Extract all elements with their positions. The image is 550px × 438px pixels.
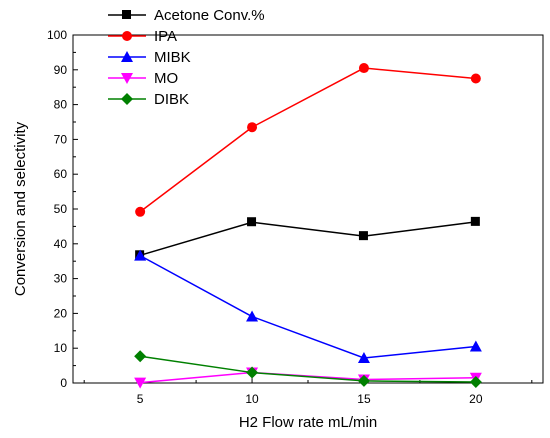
legend-marker [122,31,132,41]
data-point [469,375,482,388]
y-tick-label: 10 [54,341,68,355]
y-tick-label: 100 [47,28,67,42]
data-point [247,217,257,227]
legend-item: MO [108,70,178,87]
legend-item: Acetone Conv.% [108,7,265,24]
series-layer [134,63,482,389]
y-axis-title: Conversion and selectivity [12,121,29,296]
y-tick-label: 60 [54,167,68,181]
legend-marker [122,10,131,19]
y-tick-label: 70 [54,132,68,146]
data-point [246,366,259,379]
data-point [469,340,482,352]
legend-label: MO [154,70,178,87]
data-point [470,216,480,226]
legend-label: MIBK [154,49,191,66]
series-3 [134,367,482,389]
legend-item: DIBK [108,91,189,108]
y-tick-label: 50 [54,202,68,216]
series-line [139,67,476,213]
y-tick-label: 20 [54,306,68,320]
series-line [139,221,476,257]
legend-label: DIBK [154,91,189,108]
data-point [246,310,259,322]
x-tick-label: 5 [137,392,144,406]
y-tick-label: 40 [54,237,68,251]
data-point [358,231,368,241]
series-4 [134,350,482,388]
x-tick-label: 10 [245,392,259,406]
y-tick-label: 0 [60,376,67,390]
series-2 [134,249,482,363]
data-point [358,63,369,74]
legend-label: Acetone Conv.% [154,7,265,24]
data-point [357,351,370,363]
x-tick-label: 20 [469,392,483,406]
x-axis-title: H2 Flow rate mL/min [239,414,377,431]
legend-item: IPA [108,28,177,45]
legend-marker [121,93,133,105]
data-point [247,122,258,133]
data-point [134,377,147,389]
x-tick-label: 15 [357,392,371,406]
legend: Acetone Conv.% IPA MIBK MO DIBK [108,7,265,108]
series-1 [135,63,481,217]
axes: 0 10 20 30 40 50 60 70 80 90 100 5 10 15 20 [47,28,544,406]
legend-label: IPA [154,28,177,45]
y-tick-label: 30 [54,272,68,286]
data-point [134,350,147,363]
legend-marker [121,73,133,84]
data-point [357,374,370,387]
legend-item: MIBK [108,49,191,66]
series-line [140,355,476,383]
legend-marker [121,51,133,62]
series-line [139,254,476,359]
series-0 [135,216,480,260]
data-point [470,73,481,84]
data-point [135,206,146,217]
data-point [134,249,147,261]
y-tick-label: 80 [54,98,68,112]
y-tick-label: 90 [54,63,68,77]
